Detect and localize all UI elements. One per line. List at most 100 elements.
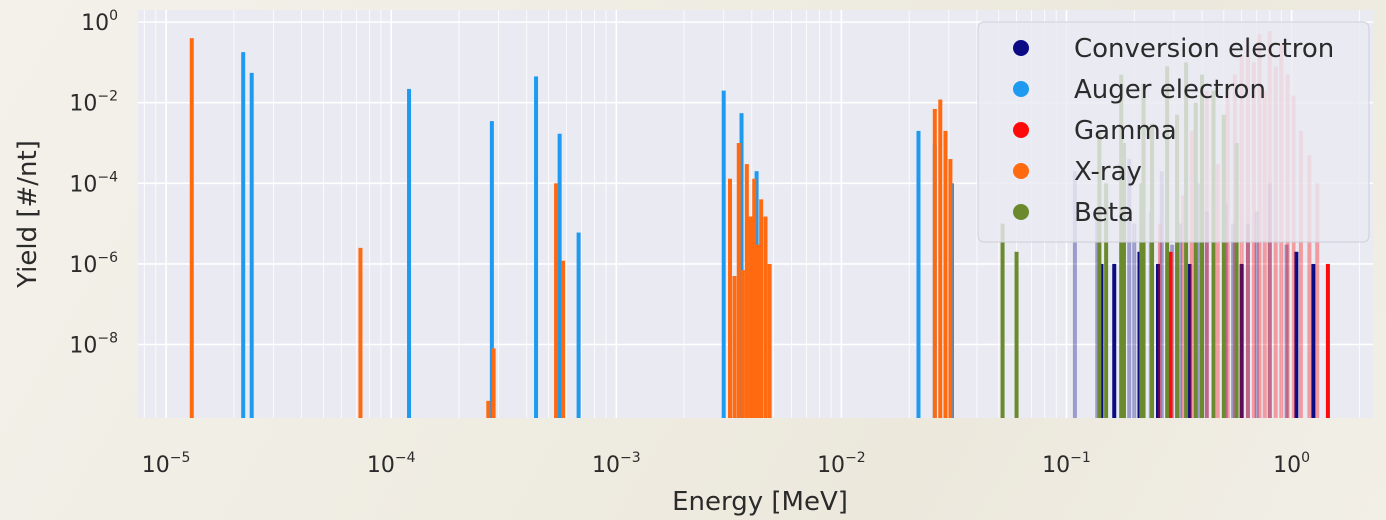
legend-marker	[1013, 163, 1029, 179]
bar-conversion-electron	[1267, 183, 1272, 418]
bar-auger-electron	[489, 121, 494, 418]
bar-conversion-electron	[1127, 159, 1132, 418]
bar-x-ray	[938, 99, 943, 419]
bar-x-ray	[759, 199, 764, 418]
bar-gamma	[1181, 195, 1186, 418]
bar-x-ray	[358, 247, 363, 418]
bar-beta	[1193, 102, 1198, 419]
legend: Conversion electron Auger electron Gamma X-…	[977, 21, 1370, 243]
bar-beta	[1139, 183, 1144, 418]
bar-x-ray	[763, 216, 768, 418]
y-tick-label: 10−6	[69, 250, 118, 278]
bar-x-ray	[943, 130, 948, 418]
bar-conversion-electron	[1254, 211, 1259, 418]
bar-beta	[1121, 143, 1126, 418]
x-axis-title: Energy [MeV]	[672, 487, 848, 517]
bar-auger-electron	[249, 72, 254, 418]
bar-beta	[1097, 130, 1102, 418]
bar-conversion-electron	[1159, 171, 1164, 418]
bar-gamma	[1204, 90, 1209, 418]
bar-conversion-electron	[1204, 211, 1209, 418]
legend-marker	[1013, 204, 1029, 220]
bar-conversion-electron	[1311, 263, 1316, 418]
bar-gamma	[1157, 223, 1162, 418]
bar-beta	[1200, 74, 1205, 419]
bar-auger-electron	[916, 130, 921, 418]
bar-auger-electron	[407, 88, 412, 418]
bar-auger-electron	[739, 113, 744, 418]
bar-gamma	[1262, 90, 1267, 418]
y-tick-label: 100	[81, 8, 118, 36]
bar-beta	[1141, 83, 1146, 418]
bar-conversion-electron	[1112, 263, 1117, 418]
legend-label: X-ray	[1074, 157, 1142, 187]
bar-conversion-electron	[1187, 263, 1192, 418]
x-tick-label: 100	[1273, 450, 1310, 478]
legend-label: Gamma	[1074, 116, 1177, 146]
bar-beta	[1175, 114, 1180, 419]
bar-gamma	[1285, 74, 1290, 419]
bar-auger-electron	[534, 76, 539, 419]
bar-x-ray	[752, 178, 757, 418]
legend-label: Auger electron	[1074, 75, 1266, 105]
bar-x-ray	[740, 270, 745, 418]
legend-label: Beta	[1074, 198, 1134, 228]
bar-gamma	[1215, 164, 1220, 418]
bar-conversion-electron	[1231, 223, 1236, 418]
bar-beta	[1119, 74, 1124, 419]
bar-beta	[1150, 123, 1155, 418]
bar-x-ray	[728, 178, 733, 418]
y-tick-label: 10−2	[69, 89, 118, 117]
bar-gamma	[1325, 263, 1330, 418]
y-tick-labels: 100 10−2 10−4 10−6 10−8	[69, 8, 118, 358]
x-tick-label: 10−5	[142, 450, 191, 478]
legend-box	[977, 21, 1370, 243]
legend-marker	[1013, 81, 1029, 97]
bar-x-ray	[189, 38, 194, 418]
x-tick-label: 10−3	[592, 450, 641, 478]
bar-auger-electron	[721, 90, 726, 418]
bar-x-ray	[767, 263, 772, 418]
bar-x-ray	[491, 348, 496, 418]
y-tick-label: 10−4	[69, 169, 118, 197]
bar-x-ray	[736, 143, 741, 418]
bar-gamma	[1298, 130, 1303, 418]
bar-conversion-electron	[1239, 263, 1244, 418]
bar-beta	[1221, 114, 1226, 419]
bar-x-ray	[554, 183, 559, 418]
bar-conversion-electron	[1155, 263, 1160, 418]
bar-gamma	[1189, 130, 1194, 418]
bar-x-ray	[948, 159, 953, 418]
bar-conversion-electron	[1072, 171, 1077, 418]
bar-x-ray	[732, 276, 737, 418]
bar-conversion-electron	[1132, 223, 1137, 418]
bar-auger-electron	[576, 232, 581, 418]
bar-auger-electron	[241, 52, 246, 418]
bar-auger-electron	[557, 133, 562, 418]
bar-x-ray	[748, 216, 753, 418]
bar-beta	[1014, 251, 1019, 418]
bar-beta	[1104, 183, 1109, 418]
bar-conversion-electron	[1294, 251, 1299, 418]
x-tick-label: 10−1	[1042, 450, 1091, 478]
bar-gamma	[1307, 155, 1312, 418]
y-tick-label: 10−8	[69, 331, 118, 359]
bar-x-ray	[486, 400, 491, 418]
bar-gamma	[1315, 183, 1320, 418]
bar-gamma	[1225, 83, 1230, 418]
bar-x-ray	[561, 260, 566, 418]
bar-gamma	[1291, 95, 1296, 418]
legend-label: Conversion electron	[1074, 34, 1334, 64]
bar-gamma	[1168, 251, 1173, 418]
bar-conversion-electron	[1099, 263, 1104, 418]
bar-beta	[1234, 143, 1239, 418]
y-axis-title: Yield [#/nt]	[13, 140, 43, 289]
bar-conversion-electron	[1284, 244, 1289, 418]
x-tick-label: 10−4	[367, 450, 416, 478]
bar-conversion-electron	[1245, 223, 1250, 418]
bar-conversion-electron	[1178, 223, 1183, 418]
bar-beta	[1000, 223, 1005, 418]
legend-marker	[1013, 40, 1029, 56]
bar-x-ray	[755, 244, 760, 418]
